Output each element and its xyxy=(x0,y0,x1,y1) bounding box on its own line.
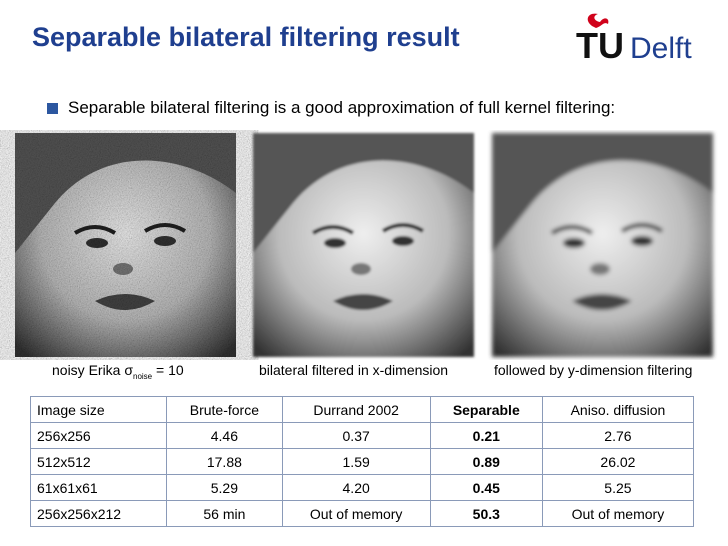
table-cell: Image size xyxy=(29,396,168,423)
caption-suffix: = 10 xyxy=(152,362,184,378)
image-xy-filtered xyxy=(490,131,715,359)
logo-flame xyxy=(587,13,609,28)
table-row: 61x61x61 5.29 4.20 0.45 5.25 xyxy=(29,474,695,501)
caption-subscript: noise xyxy=(133,371,153,381)
image-strip xyxy=(13,131,715,359)
table-cell: 5.25 xyxy=(541,474,695,501)
table-cell: 5.29 xyxy=(166,474,283,501)
table-cell: 4.46 xyxy=(166,422,283,449)
table-cell: Out of memory xyxy=(541,500,695,527)
table-cell: Out of memory xyxy=(281,500,431,527)
table-cell: 50.3 xyxy=(429,500,543,527)
table-cell: 0.45 xyxy=(429,474,543,501)
table-cell: 61x61x61 xyxy=(29,474,168,501)
table-cell: 4.20 xyxy=(281,474,431,501)
logo-tu: TU xyxy=(576,25,624,64)
logo-delft: Delft xyxy=(630,32,692,64)
table-cell: Separable xyxy=(429,396,543,423)
table-cell: 26.02 xyxy=(541,448,695,475)
table-cell: 256x256 xyxy=(29,422,168,449)
table-cell: 2.76 xyxy=(541,422,695,449)
image-noisy xyxy=(13,131,238,359)
table-row: 512x512 17.88 1.59 0.89 26.02 xyxy=(29,448,695,475)
image-caption: noisy Erika σnoise = 10 xyxy=(52,362,184,381)
table-cell: 0.21 xyxy=(429,422,543,449)
bullet-text: Separable bilateral filtering is a good … xyxy=(68,98,616,117)
table-row: 256x256x212 56 min Out of memory 50.3 Out of… xyxy=(29,500,695,527)
slide-title: Separable bilateral filtering result xyxy=(32,22,460,52)
table-cell: Aniso. diffusion xyxy=(541,396,695,423)
table-cell: 0.37 xyxy=(281,422,431,449)
table-cell: 56 min xyxy=(166,500,283,527)
table-cell: 0.89 xyxy=(429,448,543,475)
caption-text: noisy Erika σ xyxy=(52,362,133,378)
table-cell: Durrand 2002 xyxy=(281,396,431,423)
results-table: Image size Brute-force Durrand 2002 Separab… xyxy=(29,396,695,527)
image-caption: bilateral filtered in x-dimension xyxy=(259,362,449,378)
table-row: 256x256 4.46 0.37 0.21 2.76 xyxy=(29,422,695,449)
bullet-marker xyxy=(47,103,58,114)
table-header-row: Image size Brute-force Durrand 2002 Separab… xyxy=(29,396,695,423)
logo: TU Delft xyxy=(576,13,692,64)
table-cell: 256x256x212 xyxy=(29,500,168,527)
table-cell: 1.59 xyxy=(281,448,431,475)
image-x-filtered xyxy=(251,131,476,359)
image-caption: followed by y-dimension filtering xyxy=(494,362,693,378)
table-cell: 17.88 xyxy=(166,448,283,475)
table-cell: 512x512 xyxy=(29,448,168,475)
table-cell: Brute-force xyxy=(166,396,283,423)
